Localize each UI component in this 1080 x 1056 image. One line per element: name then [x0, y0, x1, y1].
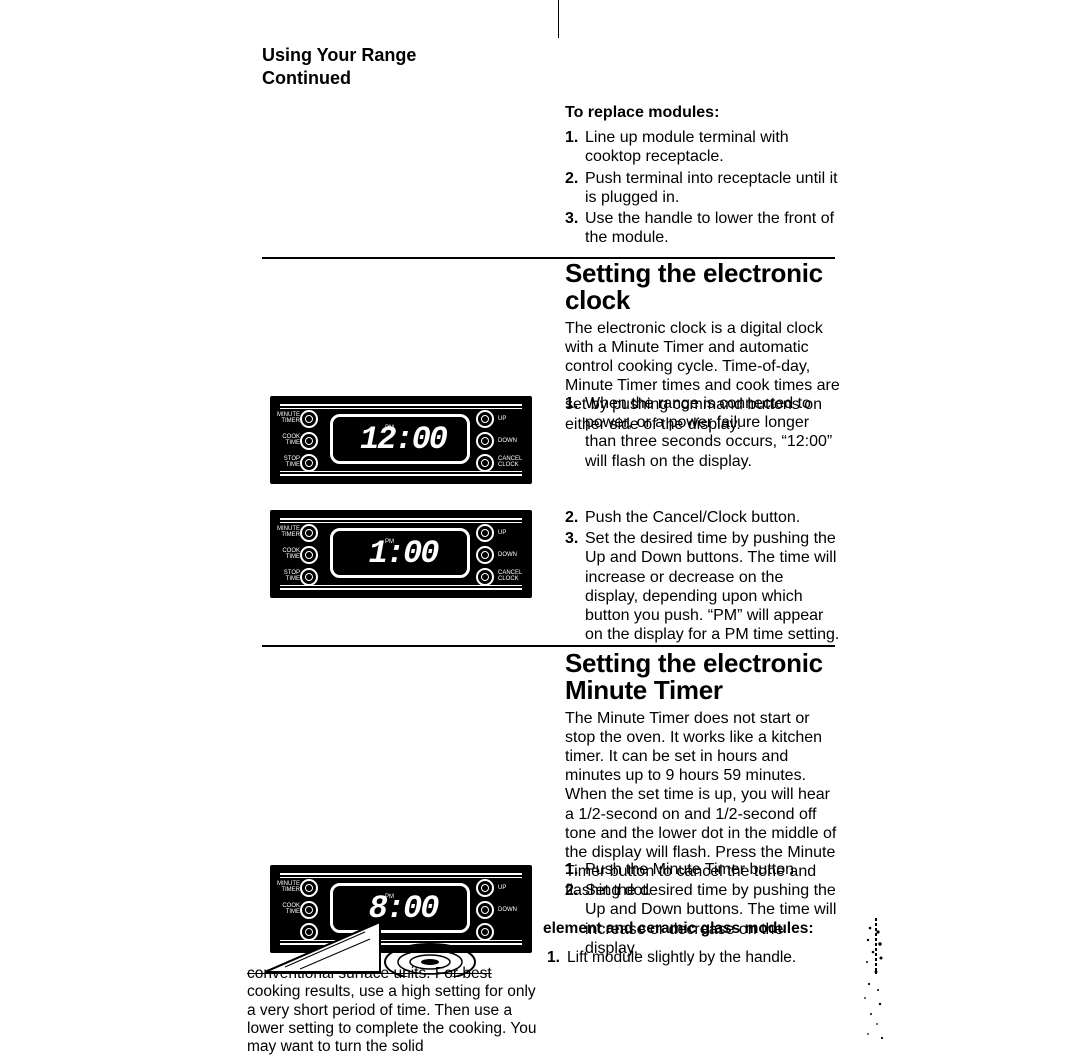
timer-steps-block: 1.Push the Minute Timer button. 2.Set th…	[565, 860, 840, 960]
replace-text-3: Use the handle to lower the front of the…	[585, 209, 840, 247]
element-modules-line: element and ceramic glass modules:	[543, 920, 814, 938]
replace-text-1: Line up module terminal with cooktop rec…	[585, 128, 840, 166]
column-divider-top	[558, 0, 559, 38]
lift-text: Lift module slightly by the handle.	[567, 949, 796, 968]
header-line1: Using Your Range	[262, 44, 416, 67]
clock-step-3: 3.Set the desired time by pushing the Up…	[565, 529, 840, 644]
replace-item-2: 2.Push terminal into receptacle until it…	[565, 169, 840, 207]
panel-label-cancel-clock: CANCEL CLOCK	[498, 456, 526, 468]
cutoff-left-column: conventional surface units. For best coo…	[247, 965, 539, 1056]
clock-step-2: 2.Push the Cancel/Clock button.	[565, 508, 840, 527]
panel-display-1: PM 12:00	[330, 414, 470, 464]
control-panel-illustration-2: MINUTE TIMER COOK TIME STOP TIME UP DOWN…	[270, 510, 532, 598]
clock-step-1: 1.When the range is connected to power, …	[565, 394, 840, 471]
panel-label-minute-timer: MINUTE TIMER	[272, 412, 300, 424]
replace-heading: To replace modules:	[565, 103, 840, 122]
timer-step-1: 1.Push the Minute Timer button.	[565, 860, 840, 879]
panel-label-stop-time: STOP TIME	[272, 456, 300, 468]
cutoff-body: cooking results, use a high setting for …	[247, 983, 539, 1056]
panel-label-cook-time: COOK TIME	[272, 434, 300, 446]
clock-step23-block: 2.Push the Cancel/Clock button. 3.Set th…	[565, 508, 840, 646]
panel-time-1: 12:00	[354, 421, 446, 458]
replace-item-1: 1.Line up module terminal with cooktop r…	[565, 128, 840, 166]
lift-module-line: 1.Lift module slightly by the handle.	[547, 949, 877, 968]
clock-step1-text: When the range is connected to power, or…	[585, 394, 840, 471]
scan-noise-icon: döt	[840, 918, 888, 1048]
cooktop-swirl-icon	[260, 917, 560, 977]
page-header: Using Your Range Continued	[262, 44, 416, 89]
section-divider-2	[262, 645, 835, 647]
panel-label-up: UP	[498, 416, 526, 422]
clock-title: Setting the electronic clock	[565, 260, 840, 315]
timer-title: Setting the electronic Minute Timer	[565, 650, 840, 705]
control-panel-illustration-3: MINUTE TIMER COOK TIME UP DOWN PM 8:00	[270, 865, 532, 953]
replace-item-3: 3.Use the handle to lower the front of t…	[565, 209, 840, 247]
panel-label-down: DOWN	[498, 438, 526, 444]
header-line2: Continued	[262, 67, 416, 90]
clock-step3-text: Set the desired time by pushing the Up a…	[585, 529, 840, 644]
replace-modules-block: To replace modules: 1.Line up module ter…	[565, 103, 840, 249]
panel-time-2: 1:00	[363, 535, 438, 572]
control-panel-illustration-1: MINUTE TIMER COOK TIME STOP TIME UP DOWN…	[270, 396, 532, 484]
panel-display-2: PM 1:00	[330, 528, 470, 578]
replace-text-2: Push terminal into receptacle until it i…	[585, 169, 840, 207]
timer-step1-text: Push the Minute Timer button.	[585, 860, 840, 879]
clock-step2-text: Push the Cancel/Clock button.	[585, 508, 840, 527]
clock-step1-block: 1.When the range is connected to power, …	[565, 394, 840, 473]
